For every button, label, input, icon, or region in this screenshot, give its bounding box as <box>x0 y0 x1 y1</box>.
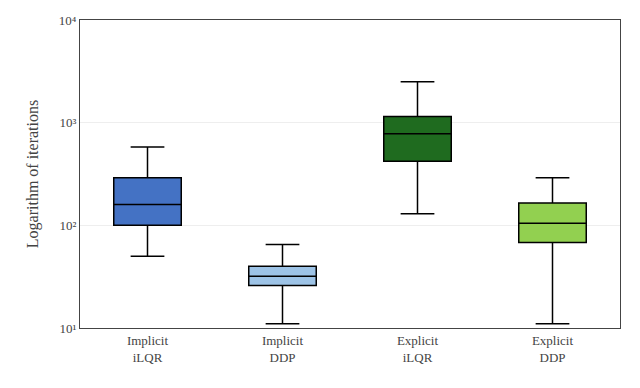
svg-text:ExplicitDDP: ExplicitDDP <box>532 333 574 365</box>
svg-text:Logarithm of iterations: Logarithm of iterations <box>24 100 42 248</box>
svg-text:10⁴: 10⁴ <box>59 13 77 28</box>
svg-text:ExplicitiLQR: ExplicitiLQR <box>397 333 439 365</box>
svg-text:10¹: 10¹ <box>59 321 76 336</box>
svg-text:ImplicitDDP: ImplicitDDP <box>262 333 304 365</box>
svg-text:10²: 10² <box>59 218 76 233</box>
svg-text:ImplicitiLQR: ImplicitiLQR <box>127 333 169 365</box>
svg-text:10³: 10³ <box>59 115 76 130</box>
